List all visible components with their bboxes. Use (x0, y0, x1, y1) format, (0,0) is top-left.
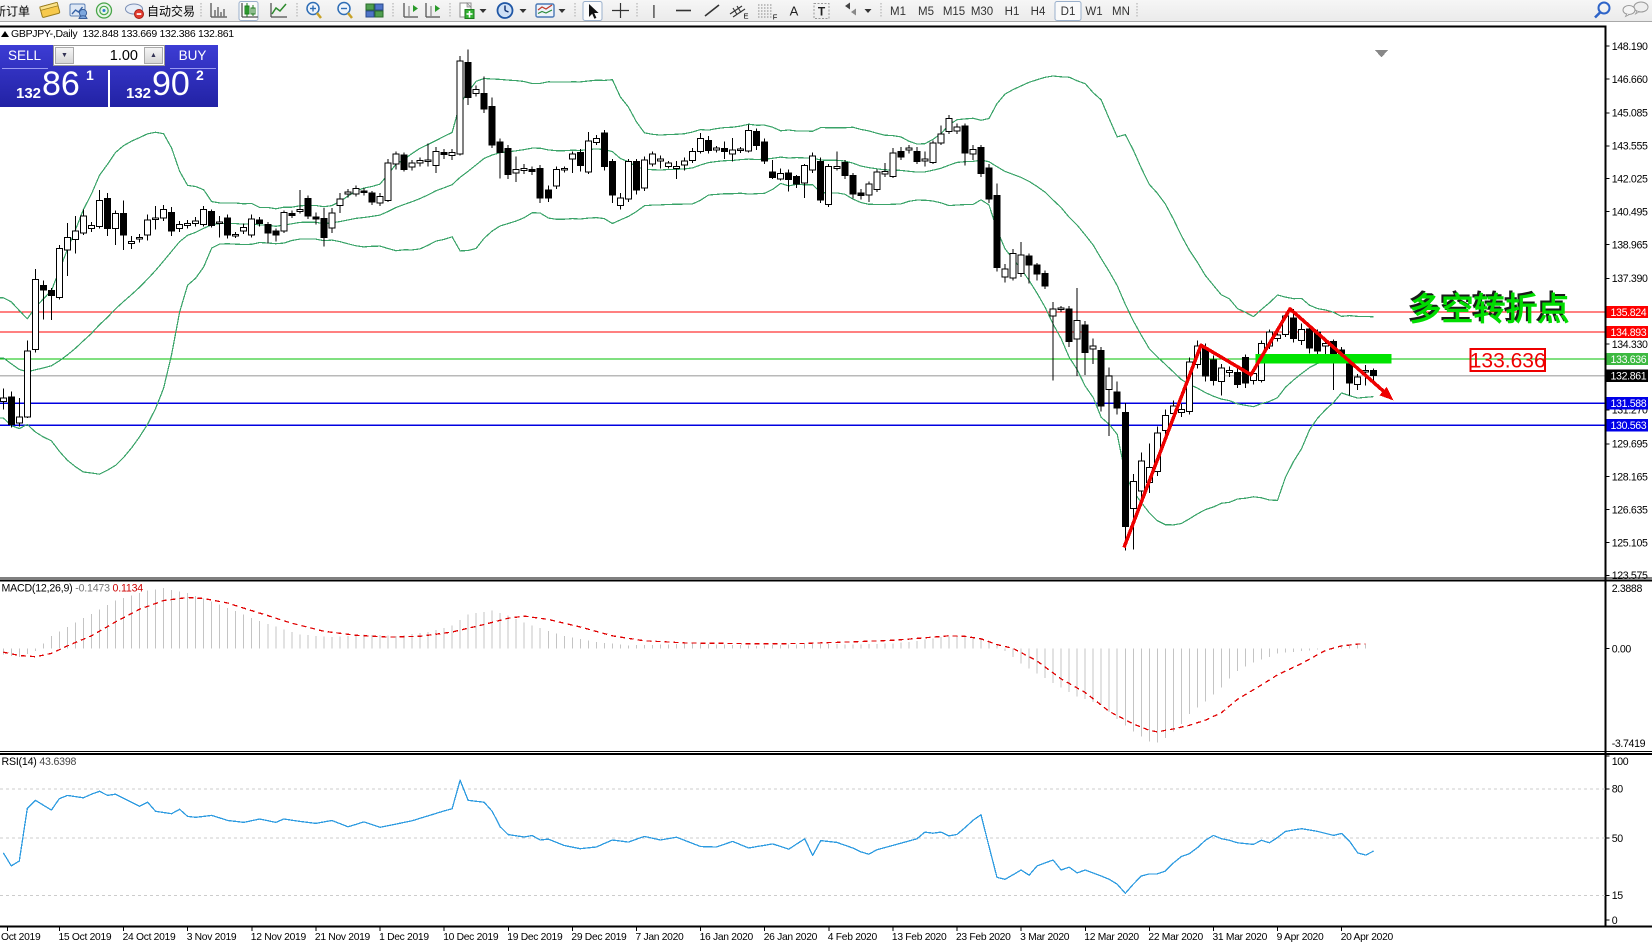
svg-text:|: | (652, 2, 656, 18)
svg-text:140.495: 140.495 (1612, 206, 1648, 218)
svg-text:129.695: 129.695 (1612, 439, 1648, 451)
svg-text:多空转折点: 多空转折点 (1407, 289, 1567, 325)
svg-text:31 Mar 2020: 31 Mar 2020 (1213, 932, 1268, 943)
svg-text:Oct 2019: Oct 2019 (1, 932, 41, 943)
svg-text:13 Feb 2020: 13 Feb 2020 (892, 932, 947, 943)
svg-text:26 Jan 2020: 26 Jan 2020 (764, 932, 818, 943)
svg-text:7 Jan 2020: 7 Jan 2020 (636, 932, 685, 943)
svg-text:123.575: 123.575 (1612, 570, 1648, 582)
svg-text:W1: W1 (1085, 6, 1102, 18)
svg-text:H1: H1 (1005, 6, 1020, 18)
svg-text:125.105: 125.105 (1612, 537, 1648, 549)
svg-text:20 Apr 2020: 20 Apr 2020 (1341, 932, 1394, 943)
svg-text:A: A (790, 4, 799, 19)
svg-text:22 Mar 2020: 22 Mar 2020 (1148, 932, 1203, 943)
svg-text:多空转折点: 多空转折点 (1409, 291, 1569, 327)
svg-text:12 Nov 2019: 12 Nov 2019 (251, 932, 307, 943)
svg-text:21 Nov 2019: 21 Nov 2019 (315, 932, 371, 943)
svg-text:130.563: 130.563 (1611, 420, 1647, 432)
svg-text:新订单: 新订单 (0, 4, 30, 19)
svg-text:0.00: 0.00 (1612, 643, 1632, 655)
svg-text:3 Nov 2019: 3 Nov 2019 (187, 932, 237, 943)
svg-text:137.390: 137.390 (1612, 273, 1648, 285)
svg-text:142.025: 142.025 (1612, 174, 1648, 186)
svg-text:133.636: 133.636 (1470, 350, 1546, 373)
svg-text:MACD(12,26,9) -0.1473 0.1134: MACD(12,26,9) -0.1473 0.1134 (2, 583, 144, 595)
svg-text:126.635: 126.635 (1612, 504, 1648, 516)
svg-text:15: 15 (1612, 890, 1624, 902)
svg-text:4 Feb 2020: 4 Feb 2020 (828, 932, 878, 943)
svg-text:138.965: 138.965 (1612, 239, 1648, 251)
svg-text:F: F (773, 13, 778, 22)
svg-text:2.3888: 2.3888 (1612, 583, 1643, 595)
svg-text:100: 100 (1612, 756, 1629, 768)
svg-text:MN: MN (1112, 6, 1130, 18)
svg-text:M5: M5 (918, 6, 934, 18)
svg-text:131.588: 131.588 (1611, 398, 1647, 410)
svg-text:M1: M1 (890, 6, 906, 18)
svg-text:-3.7419: -3.7419 (1612, 738, 1646, 750)
svg-text:M30: M30 (971, 6, 993, 18)
svg-text:146.660: 146.660 (1612, 74, 1648, 86)
svg-text:134.330: 134.330 (1612, 339, 1648, 351)
svg-text:135.824: 135.824 (1611, 307, 1647, 319)
svg-text:RSI(14) 43.6398: RSI(14) 43.6398 (2, 756, 77, 768)
svg-text:9 Apr 2020: 9 Apr 2020 (1277, 932, 1324, 943)
svg-text:128.165: 128.165 (1612, 472, 1648, 484)
svg-text:自动交易: 自动交易 (147, 4, 195, 19)
svg-text:134.893: 134.893 (1611, 327, 1647, 339)
svg-text:19 Dec 2019: 19 Dec 2019 (507, 932, 563, 943)
svg-text:80: 80 (1612, 784, 1624, 796)
svg-text:145.085: 145.085 (1612, 108, 1648, 120)
svg-text:132.861: 132.861 (1611, 371, 1647, 383)
svg-text:12 Mar 2020: 12 Mar 2020 (1084, 932, 1139, 943)
svg-text:1 Dec 2019: 1 Dec 2019 (379, 932, 429, 943)
svg-text:0: 0 (1612, 915, 1618, 927)
svg-text:E: E (743, 12, 748, 21)
svg-text:D1: D1 (1061, 6, 1076, 18)
svg-text:3 Mar 2020: 3 Mar 2020 (1020, 932, 1070, 943)
svg-text:H4: H4 (1031, 6, 1046, 18)
svg-text:T: T (818, 5, 826, 19)
svg-text:148.190: 148.190 (1612, 41, 1648, 53)
svg-text:29 Dec 2019: 29 Dec 2019 (571, 932, 627, 943)
svg-text:23 Feb 2020: 23 Feb 2020 (956, 932, 1011, 943)
svg-text:M15: M15 (943, 6, 965, 18)
svg-text:133.636: 133.636 (1611, 354, 1647, 366)
svg-text:16 Jan 2020: 16 Jan 2020 (700, 932, 754, 943)
svg-text:10 Dec 2019: 10 Dec 2019 (443, 932, 499, 943)
svg-text:143.555: 143.555 (1612, 141, 1648, 153)
svg-text:50: 50 (1612, 833, 1624, 845)
svg-text:15 Oct 2019: 15 Oct 2019 (59, 932, 112, 943)
svg-text:24 Oct 2019: 24 Oct 2019 (123, 932, 176, 943)
